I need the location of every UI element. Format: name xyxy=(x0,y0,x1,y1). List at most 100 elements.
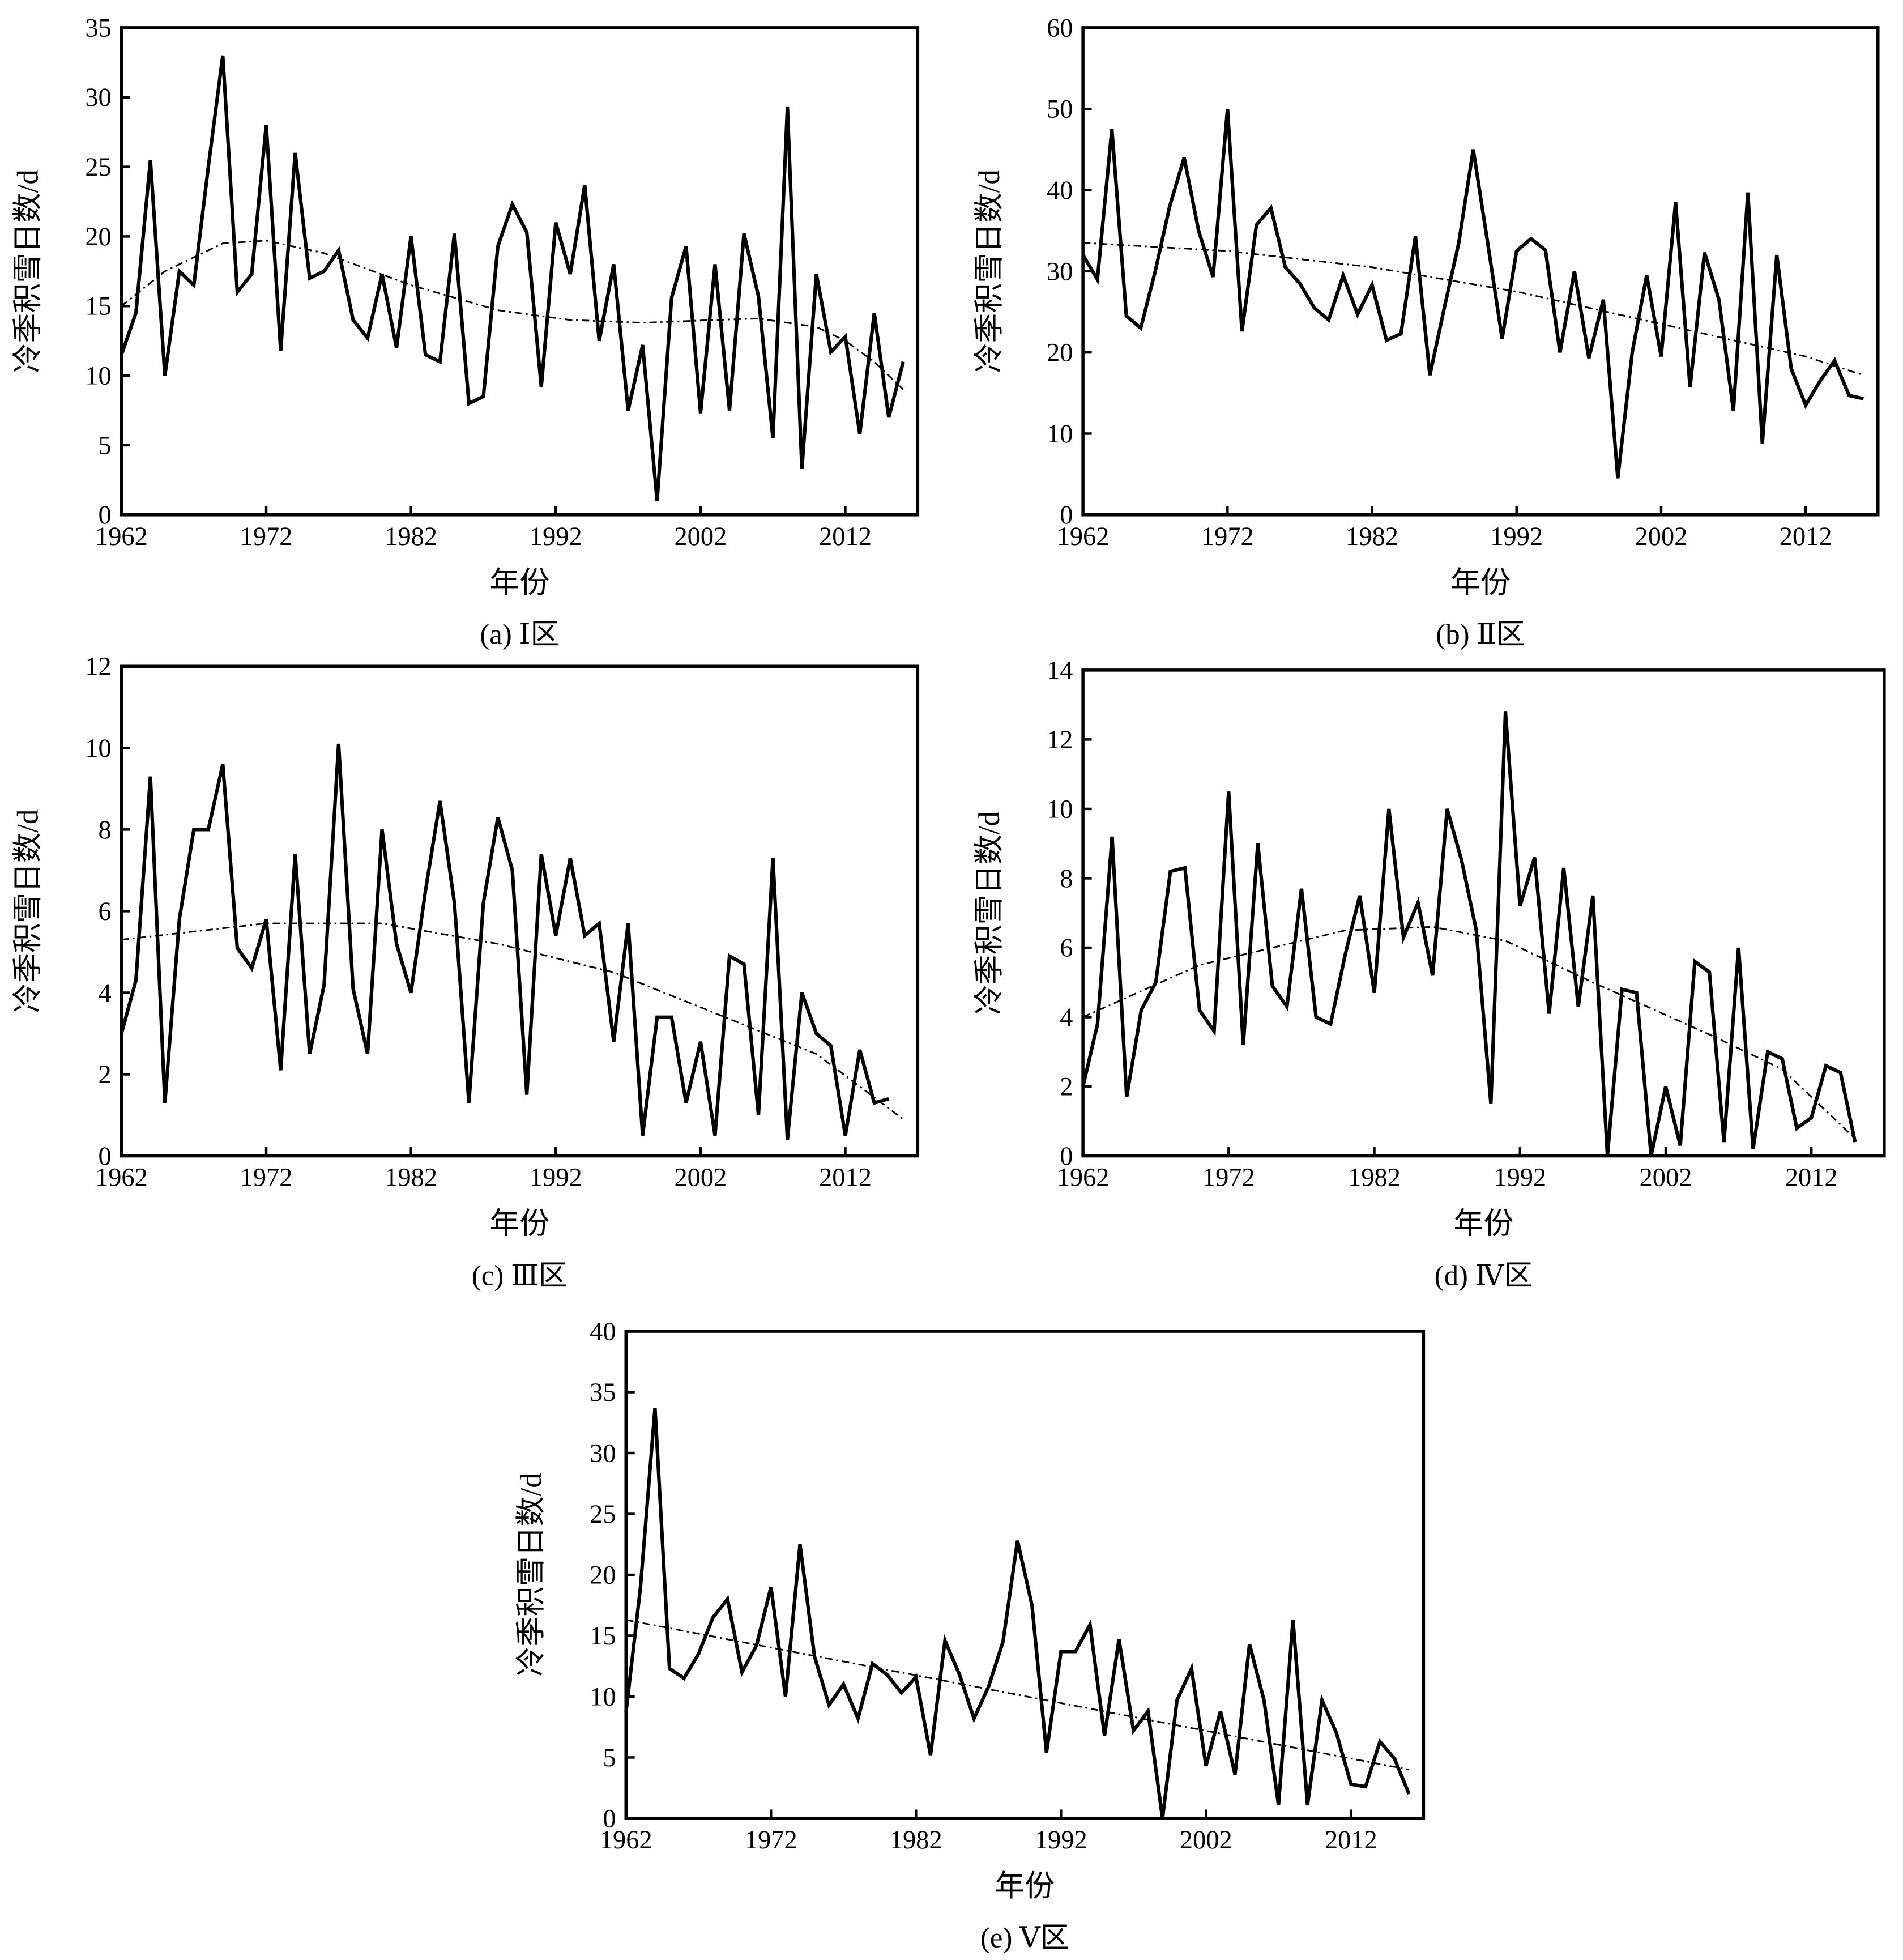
series-line xyxy=(120,55,905,501)
y-tick-label: 30 xyxy=(590,1439,616,1468)
x-tick-label: 1982 xyxy=(385,1164,437,1192)
y-tick-label: 10 xyxy=(1047,795,1073,824)
x-tick-label: 1962 xyxy=(600,1826,652,1855)
plot-frame xyxy=(1081,26,1880,517)
series-line xyxy=(624,1408,1411,1819)
y-tick-label: 4 xyxy=(1060,1003,1073,1032)
x-tick-label: 1982 xyxy=(890,1826,942,1855)
y-tick-label: 0 xyxy=(99,1142,112,1171)
x-tick-label: 2012 xyxy=(819,1164,872,1192)
trend-line xyxy=(121,240,904,390)
plot-frame xyxy=(1081,668,1886,1158)
x-tick-label: 1982 xyxy=(1346,522,1398,551)
y-tick-label: 5 xyxy=(603,1744,616,1772)
y-tick-label: 25 xyxy=(85,153,111,182)
y-tick-label: 2 xyxy=(1060,1073,1073,1102)
trend-line xyxy=(1083,242,1864,376)
y-tick-label: 25 xyxy=(590,1500,616,1529)
x-tick-label: 1992 xyxy=(530,1164,582,1192)
x-tick-label: 2002 xyxy=(1635,522,1688,551)
y-tick-label: 12 xyxy=(85,653,111,681)
x-tick-label: 1972 xyxy=(1202,1164,1255,1192)
y-tick-label: 40 xyxy=(590,1318,616,1347)
x-tick-label: 2002 xyxy=(674,522,727,551)
y-tick-label: 15 xyxy=(590,1622,616,1651)
x-tick-label: 1992 xyxy=(1035,1826,1087,1855)
y-tick-label: 0 xyxy=(1060,501,1073,530)
y-tick-label: 10 xyxy=(1047,420,1073,449)
panel-caption: (e) Ⅴ区 xyxy=(980,1922,1069,1954)
y-tick-label: 8 xyxy=(99,816,112,845)
y-tick-label: 30 xyxy=(85,83,111,112)
y-tick-label: 30 xyxy=(1047,257,1073,286)
y-tick-label: 35 xyxy=(590,1378,616,1407)
plot-frame xyxy=(624,1330,1426,1820)
x-tick-label: 1982 xyxy=(1348,1164,1401,1192)
trend-line xyxy=(625,1619,1410,1771)
chart-panel-b: 0 10 20 30 40 50 60 1962 1972 1982 1992 2002 2012 年份 (… xyxy=(973,14,1880,650)
x-axis-label: 年份 xyxy=(995,1870,1055,1903)
x-tick-label: 2002 xyxy=(1640,1164,1692,1192)
y-tick-label: 60 xyxy=(1047,14,1073,42)
x-tick-label: 1992 xyxy=(1490,522,1543,551)
x-tick-label: 1962 xyxy=(1057,522,1110,551)
x-tick-label: 1962 xyxy=(95,1164,148,1192)
y-tick-label: 10 xyxy=(590,1682,616,1711)
x-axis-label: 年份 xyxy=(489,1208,549,1241)
y-tick-label: 35 xyxy=(85,14,111,42)
x-tick-label: 1992 xyxy=(530,522,582,551)
x-tick-label: 1962 xyxy=(95,522,148,551)
y-tick-label: 12 xyxy=(1047,726,1073,755)
x-tick-label: 1992 xyxy=(1494,1164,1546,1192)
x-axis-label: 年份 xyxy=(489,566,549,599)
x-tick-label: 2002 xyxy=(674,1164,727,1192)
y-tick-label: 20 xyxy=(1047,339,1073,368)
chart-panel-a: 0 5 10 15 20 25 30 35 1962 1972 1982 1992 2002 2012 年份… xyxy=(11,14,920,650)
y-tick-label: 50 xyxy=(1047,95,1073,124)
chart-panel-d: 0 2 4 6 8 10 12 14 1962 1972 1982 1992 2002 2012 年份 (d)… xyxy=(973,656,1886,1291)
x-tick-label: 1972 xyxy=(240,1164,293,1192)
y-axis-label: 冷季积雪日数/d xyxy=(973,169,1006,373)
y-tick-label: 2 xyxy=(99,1060,112,1089)
panel-caption: (a) Ⅰ区 xyxy=(480,618,559,650)
y-tick-label: 20 xyxy=(85,223,111,252)
panel-caption: (c) Ⅲ区 xyxy=(472,1259,568,1291)
y-axis-label: 冷季积雪日数/d xyxy=(973,811,1006,1015)
y-tick-label: 8 xyxy=(1060,864,1073,893)
y-tick-label: 14 xyxy=(1047,656,1073,685)
y-axis-label: 冷季积雪日数/d xyxy=(11,169,44,373)
y-tick-label: 10 xyxy=(85,734,111,763)
x-tick-label: 1972 xyxy=(240,522,293,551)
x-tick-label: 1982 xyxy=(385,522,437,551)
series-line xyxy=(1081,108,1864,479)
y-axis-label: 冷季积雪日数/d xyxy=(11,809,44,1013)
x-axis-label: 年份 xyxy=(1450,566,1511,599)
trend-line xyxy=(121,922,904,1120)
x-tick-label: 1962 xyxy=(1057,1164,1110,1192)
trend-line xyxy=(1082,926,1856,1139)
series-line xyxy=(120,743,890,1140)
y-tick-label: 6 xyxy=(1060,934,1073,962)
y-tick-label: 20 xyxy=(590,1561,616,1590)
chart-panel-e: 0 5 10 15 20 25 30 35 40 1962 1972 1982 1992 2002 2012… xyxy=(515,1318,1426,1954)
x-tick-label: 2012 xyxy=(1325,1826,1377,1855)
y-axis-label: 冷季积雪日数/d xyxy=(515,1473,548,1677)
y-tick-label: 0 xyxy=(603,1804,616,1833)
y-tick-label: 15 xyxy=(85,292,111,321)
chart-panel-c: 0 2 4 6 8 10 12 1962 1972 1982 1992 2002 2012 年份 (c) Ⅲ… xyxy=(11,653,920,1291)
x-tick-label: 2002 xyxy=(1180,1826,1232,1855)
x-tick-label: 2012 xyxy=(819,522,872,551)
y-tick-label: 40 xyxy=(1047,176,1073,205)
y-tick-label: 10 xyxy=(85,362,111,391)
x-tick-label: 1972 xyxy=(745,1826,797,1855)
plot-frame xyxy=(120,664,920,1158)
y-tick-label: 5 xyxy=(99,431,112,460)
x-tick-label: 2012 xyxy=(1785,1164,1838,1192)
panel-caption: (d) Ⅳ区 xyxy=(1435,1259,1533,1291)
panel-caption: (b) Ⅱ区 xyxy=(1436,618,1525,650)
y-tick-label: 0 xyxy=(99,501,112,530)
y-tick-label: 4 xyxy=(99,979,112,1008)
plot-frame xyxy=(120,26,920,517)
